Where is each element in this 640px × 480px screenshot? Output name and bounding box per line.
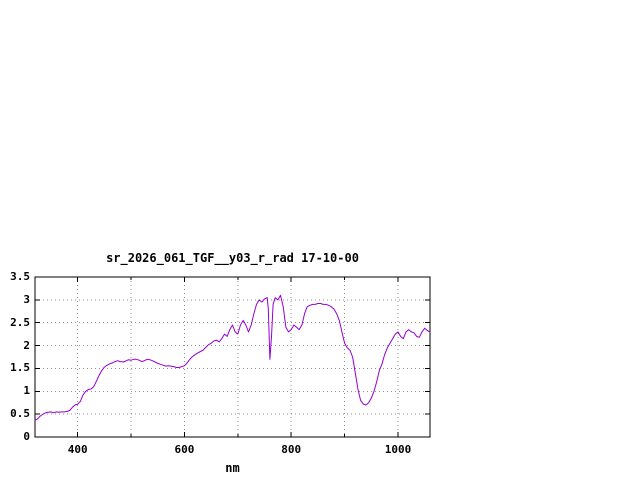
y-tick-label: 3: [23, 292, 30, 306]
y-tick-label: 1: [23, 384, 30, 398]
y-tick-label: 0.5: [10, 407, 30, 421]
y-tick-label: 2.5: [10, 315, 30, 329]
x-axis-label: nm: [225, 461, 240, 475]
x-tick-label: 1000: [384, 443, 412, 456]
chart-title: sr_2026_061_TGF__y03_r_rad 17-10-00: [106, 251, 359, 265]
x-tick-label: 800: [281, 443, 302, 456]
y-tick-label: 2: [23, 338, 30, 352]
y-tick-label: 0: [23, 430, 30, 443]
series-line: [34, 294, 431, 421]
y-tick-label: 1.5: [10, 361, 30, 375]
x-tick-label: 600: [174, 443, 195, 456]
y-tick-label: 3.5: [10, 270, 30, 283]
x-tick-label: 400: [67, 443, 88, 456]
